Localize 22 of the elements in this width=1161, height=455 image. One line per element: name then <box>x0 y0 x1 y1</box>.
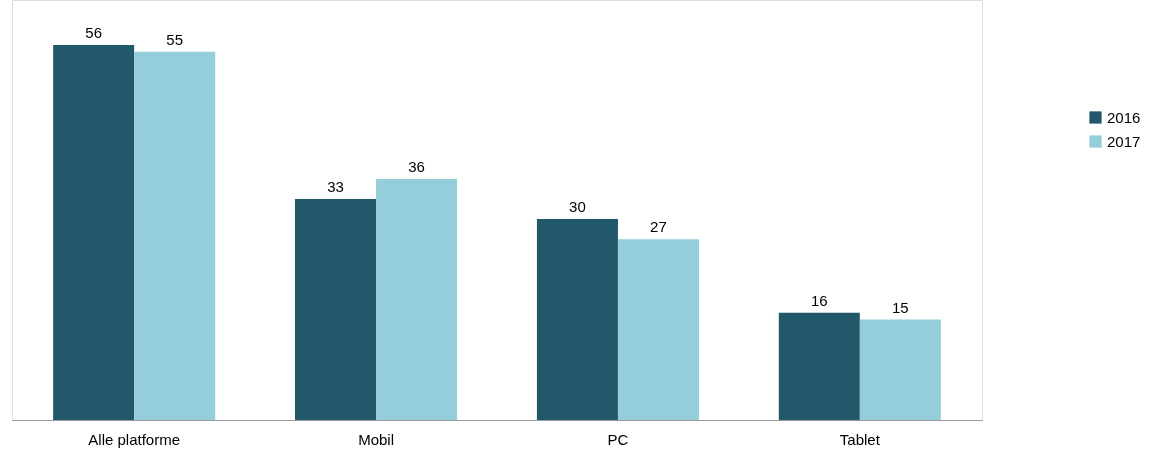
bar <box>295 199 377 420</box>
bar <box>617 239 699 420</box>
x-tick-label: PC <box>607 430 629 448</box>
data-label: 15 <box>892 298 909 316</box>
data-label: 27 <box>650 218 667 236</box>
bar <box>53 45 135 420</box>
data-label: 16 <box>810 291 828 309</box>
x-tick-label: Tablet <box>839 430 881 448</box>
data-label: 55 <box>166 30 184 48</box>
data-label: 30 <box>569 198 586 216</box>
x-tick-label: Alle platforme <box>88 430 181 448</box>
bar <box>859 319 941 420</box>
bar <box>778 312 860 420</box>
x-tick-label: Mobil <box>358 430 394 448</box>
data-label: 56 <box>85 24 102 41</box>
legend-label: 2016 <box>1107 108 1141 126</box>
bar <box>536 219 618 420</box>
data-label: 33 <box>327 178 344 196</box>
legend-label: 2017 <box>1107 132 1141 150</box>
bar <box>376 178 458 420</box>
bar <box>134 51 216 420</box>
data-label: 36 <box>408 157 425 175</box>
